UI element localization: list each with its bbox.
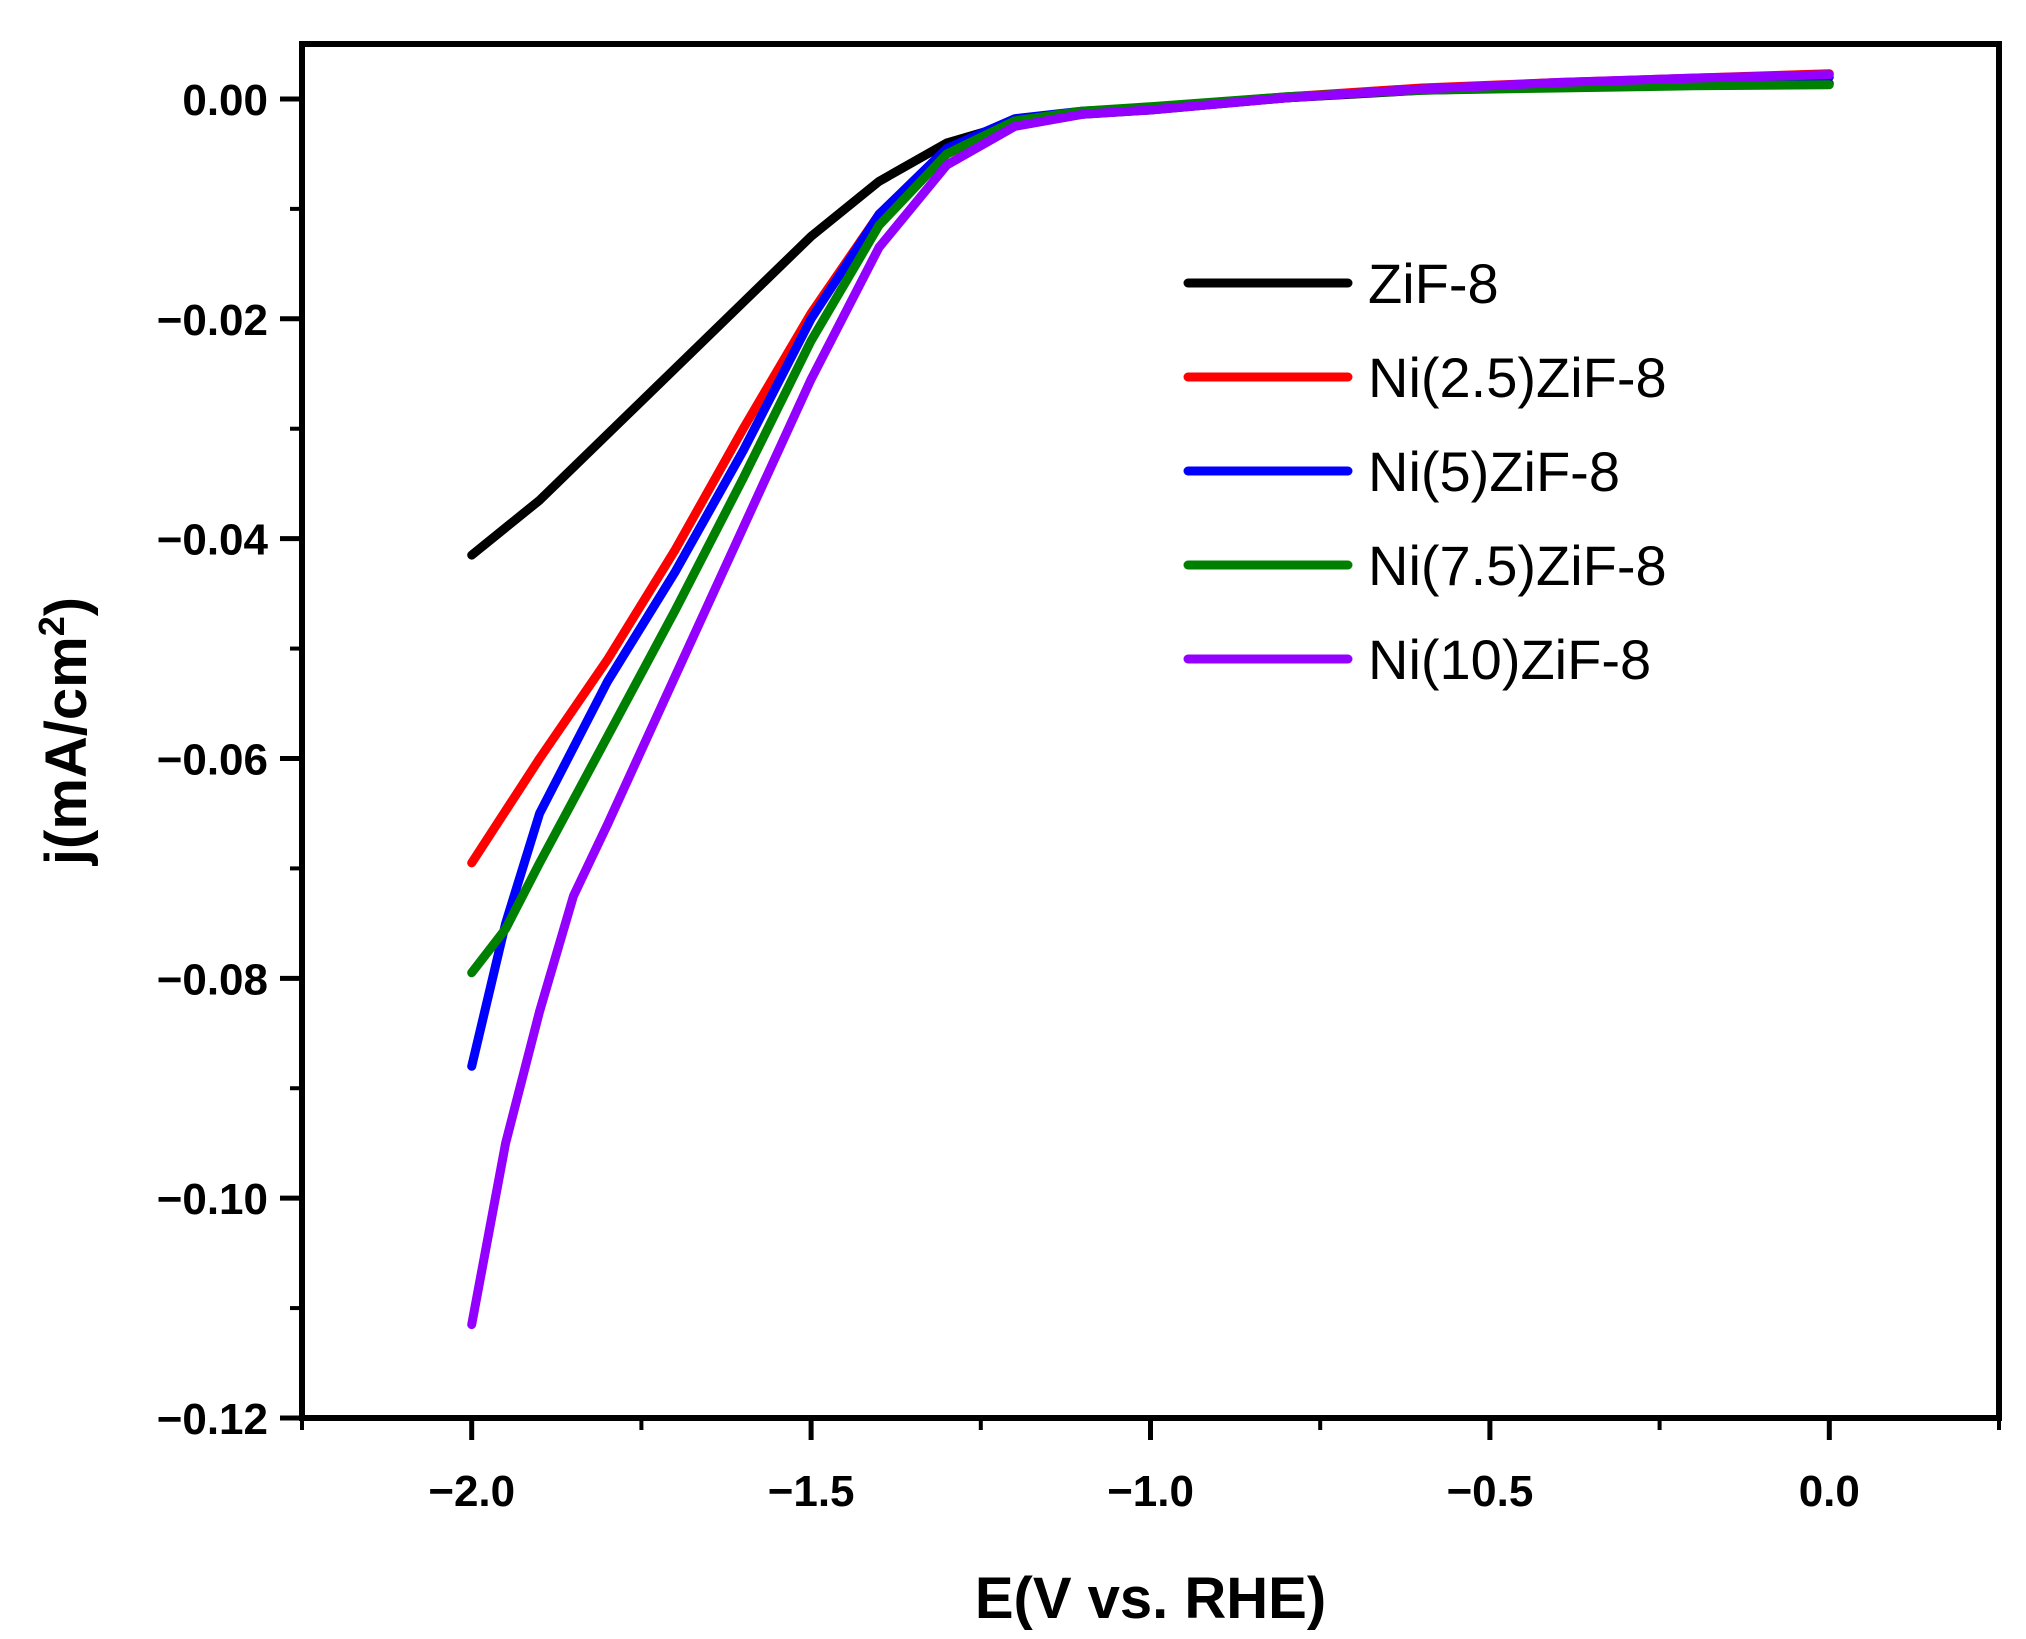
series-line-ni-10-zif-8 xyxy=(467,70,1834,1330)
legend-label: Ni(5)ZiF-8 xyxy=(1368,440,1620,503)
x-tick-label: −1.5 xyxy=(768,1467,855,1516)
y-axis-ticks: 0.00 −0.02 −0.04 −0.06 −0.08 −0.10 −0.12 xyxy=(157,76,302,1444)
y-axis-title-end: ) xyxy=(34,597,99,616)
x-tick-label: 0.0 xyxy=(1799,1467,1860,1516)
y-tick-label: 0.00 xyxy=(182,76,268,125)
y-axis-title-main: j(mA/cm xyxy=(34,636,99,866)
y-tick-label: −0.04 xyxy=(157,516,269,565)
y-tick-label: −0.10 xyxy=(157,1175,268,1224)
legend-label: Ni(2.5)ZiF-8 xyxy=(1368,346,1667,409)
x-axis-title: E(V vs. RHE) xyxy=(975,1566,1326,1631)
y-axis-title: j(mA/cm2) xyxy=(31,597,99,866)
y-tick-label: −0.08 xyxy=(157,955,268,1004)
plot-area: −2.0 −1.5 −1.0 −0.5 0.0 0.00 −0.02 −0.04 −0.06 −… xyxy=(157,41,2002,1516)
y-tick-label: −0.06 xyxy=(157,735,268,784)
x-tick-label: −1.0 xyxy=(1107,1467,1194,1516)
legend-label: Ni(10)ZiF-8 xyxy=(1368,628,1651,691)
y-axis-title-superscript: 2 xyxy=(31,616,72,636)
x-axis-ticks: −2.0 −1.5 −1.0 −0.5 0.0 xyxy=(300,1418,2001,1516)
legend-label: Ni(7.5)ZiF-8 xyxy=(1368,534,1667,597)
x-tick-label: −2.0 xyxy=(428,1467,515,1516)
x-tick-label: −0.5 xyxy=(1446,1467,1533,1516)
y-tick-label: −0.12 xyxy=(157,1395,268,1444)
y-tick-label: −0.02 xyxy=(157,296,268,345)
legend: ZiF-8 Ni(2.5)ZiF-8 Ni(5)ZiF-8 Ni(7.5)ZiF-8 N… xyxy=(1183,252,1667,691)
series-layer xyxy=(467,69,1834,1330)
legend-label: ZiF-8 xyxy=(1368,252,1499,315)
